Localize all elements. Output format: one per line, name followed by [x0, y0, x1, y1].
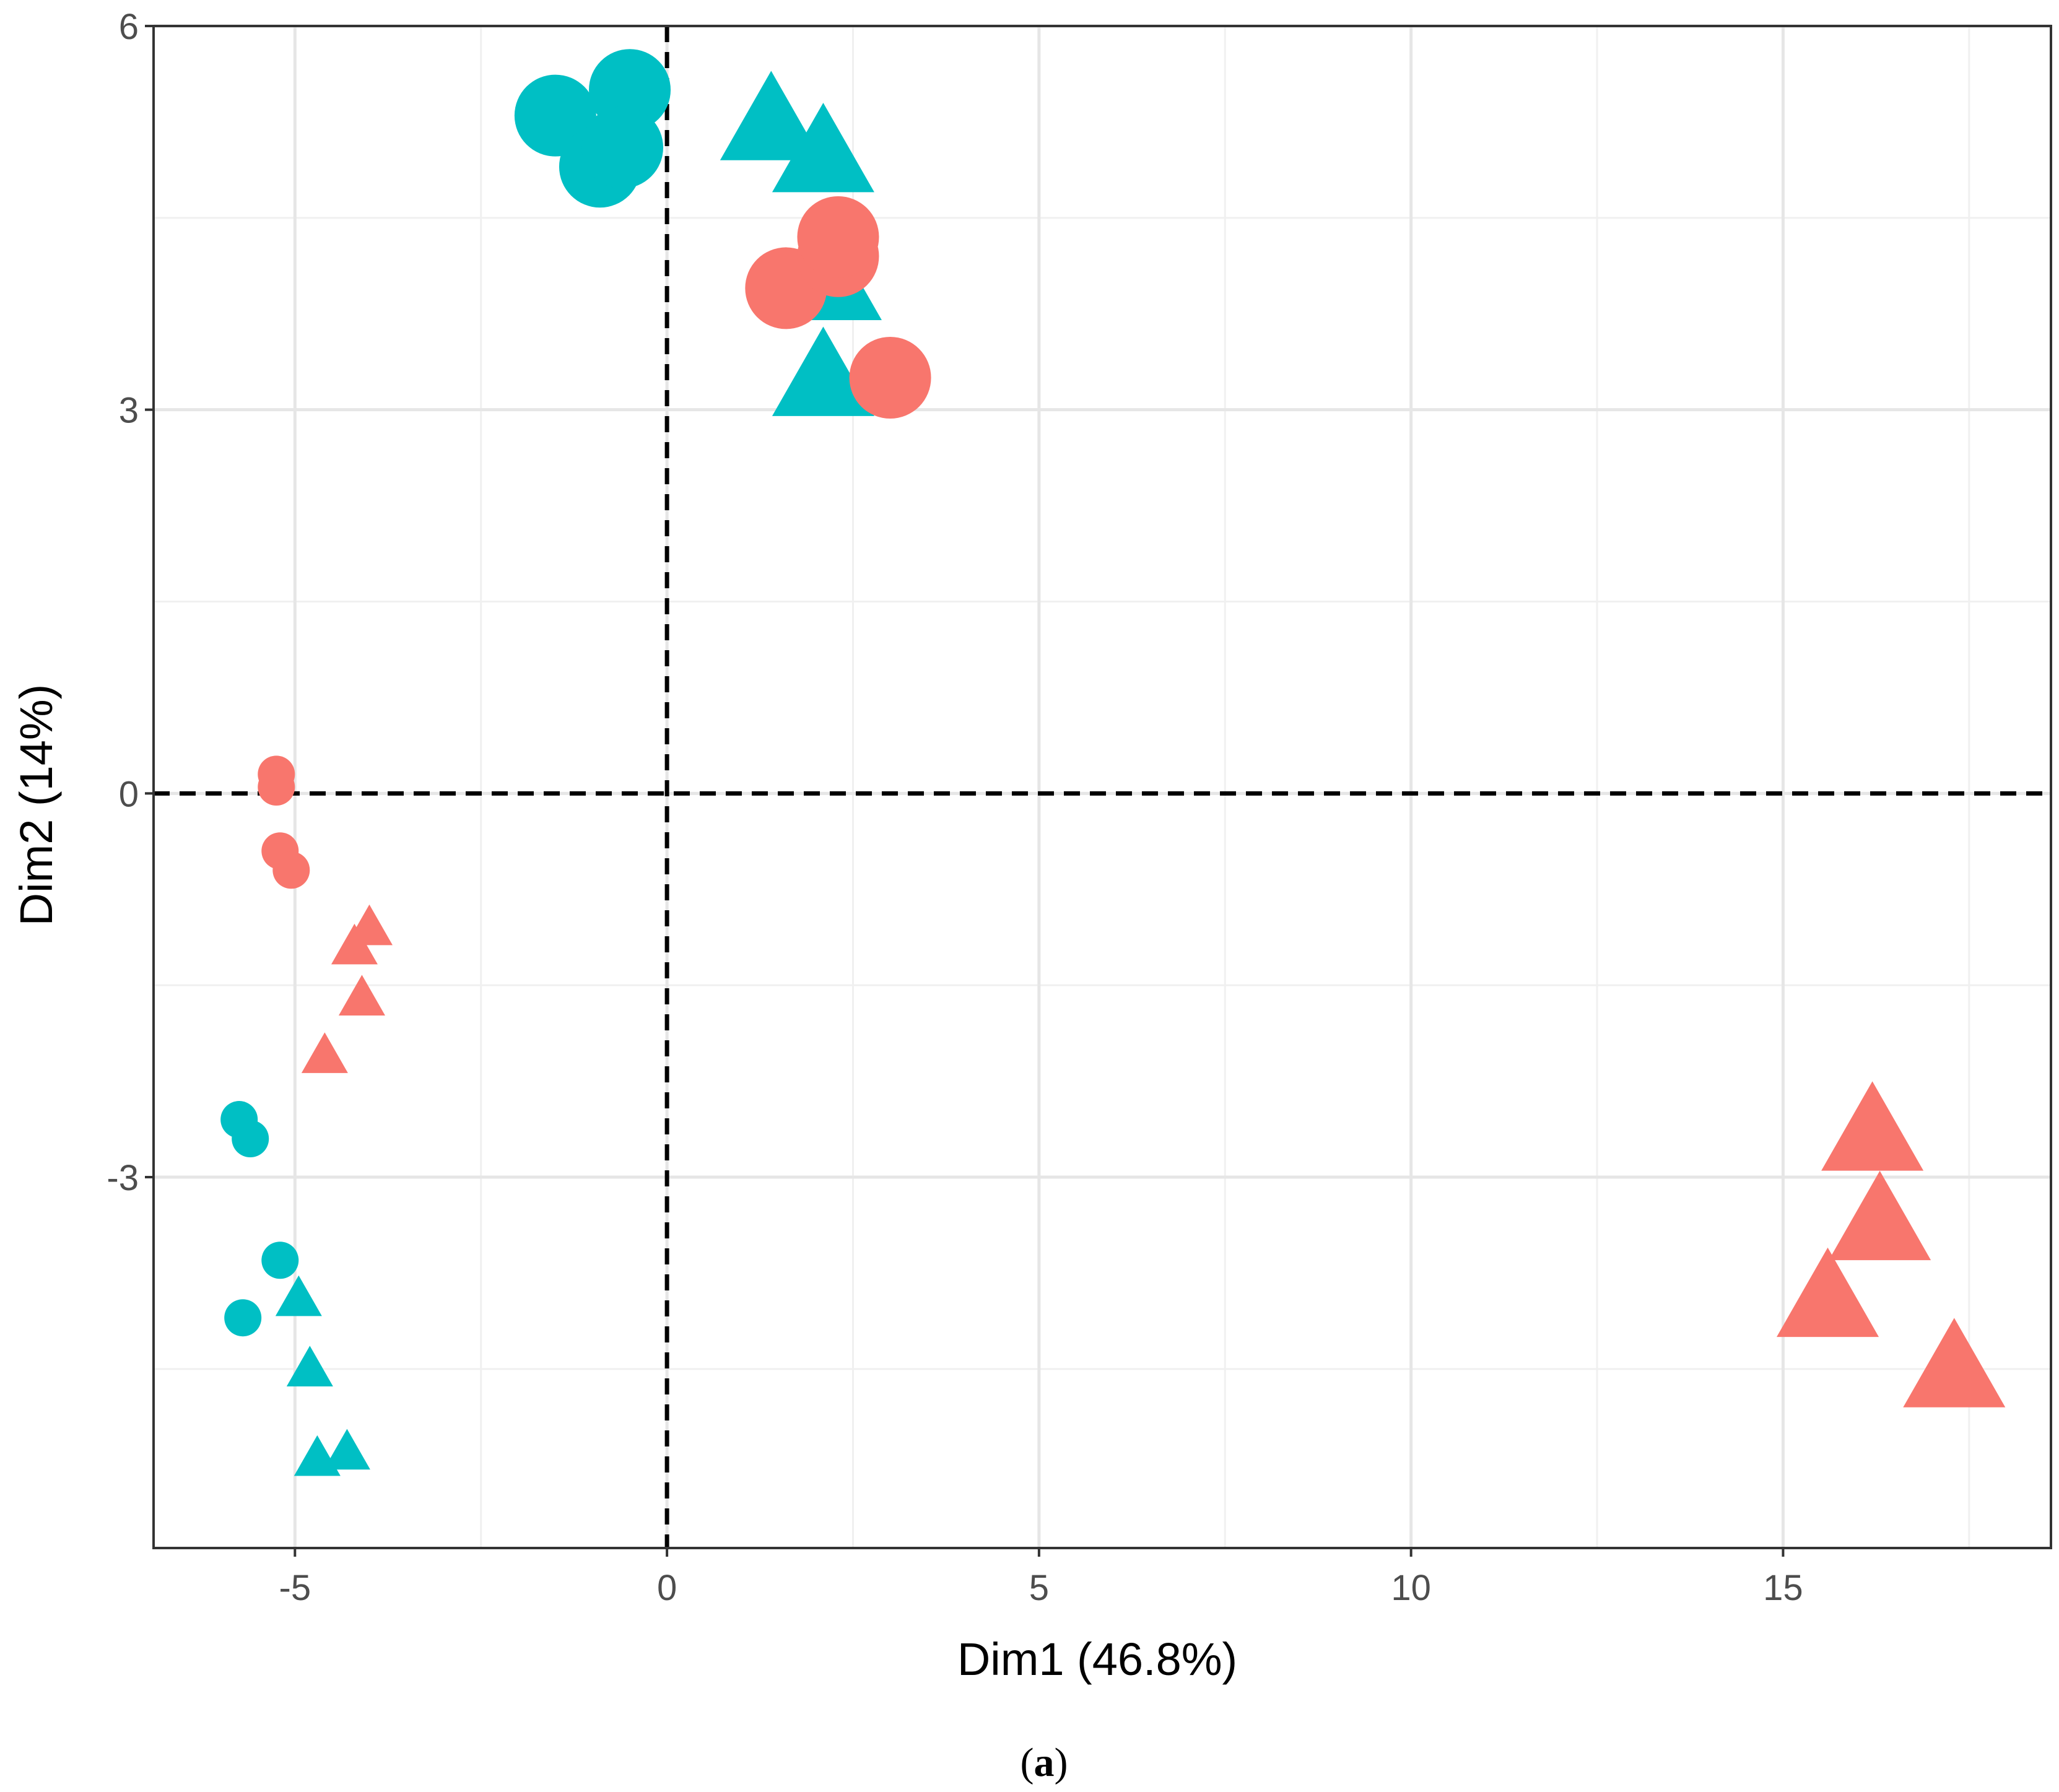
data-point-teal-triangle-large	[720, 71, 822, 160]
y-tick-label: 0	[119, 774, 139, 814]
data-point-teal-triangle-large	[772, 326, 874, 416]
data-point-salmon-triangle-large	[1821, 1081, 1924, 1171]
y-axis-title: Dim2 (14%)	[11, 684, 62, 926]
data-point-salmon-circle-small	[272, 851, 310, 889]
data-point-salmon-triangle-large	[1903, 1318, 2006, 1407]
x-tick-label: 15	[1763, 1568, 1803, 1608]
panel-label-letter: a	[1034, 1740, 1055, 1785]
data-point-salmon-circle-large	[849, 337, 931, 419]
data-point-teal-triangle-small	[286, 1346, 333, 1386]
data-point-salmon-triangle-small	[331, 923, 378, 965]
data-point-salmon-triangle-small	[301, 1032, 348, 1073]
data-point-salmon-triangle-large	[1829, 1170, 1931, 1261]
y-tick-label: 6	[119, 7, 139, 47]
data-point-salmon-triangle-small	[338, 975, 385, 1016]
x-axis-ticks: -5 0 5 10 15	[279, 1548, 1803, 1608]
panel-label: (a)	[1021, 1740, 1068, 1785]
data-point-teal-circle-small	[224, 1299, 262, 1337]
reference-lines	[154, 26, 2051, 1548]
y-tick-label: -3	[107, 1158, 139, 1198]
data-point-teal-triangle-small	[323, 1429, 370, 1470]
data-point-salmon-circle-small	[258, 768, 295, 806]
plot-panel-border	[152, 25, 2052, 1549]
x-tick-label: 0	[657, 1568, 677, 1608]
y-tick-label: 3	[119, 391, 139, 431]
data-point-teal-circle-small	[261, 1242, 299, 1279]
data-point-salmon-triangle-large	[1777, 1247, 1879, 1337]
data-points	[220, 49, 2006, 1476]
data-point-teal-circle-large	[581, 107, 663, 189]
x-tick-label: 5	[1029, 1568, 1049, 1608]
data-point-salmon-circle-large	[797, 196, 879, 278]
data-point-teal-triangle-small	[275, 1275, 322, 1316]
data-point-teal-triangle-large	[772, 103, 874, 193]
y-axis-ticks: -3 0 3 6	[107, 7, 154, 1198]
x-tick-label: -5	[279, 1568, 311, 1608]
x-tick-label: 10	[1391, 1568, 1431, 1608]
x-axis-title: Dim1 (46.8%)	[957, 1633, 1237, 1685]
plot-panel-background	[154, 26, 2051, 1548]
data-point-teal-circle-small	[232, 1120, 269, 1158]
